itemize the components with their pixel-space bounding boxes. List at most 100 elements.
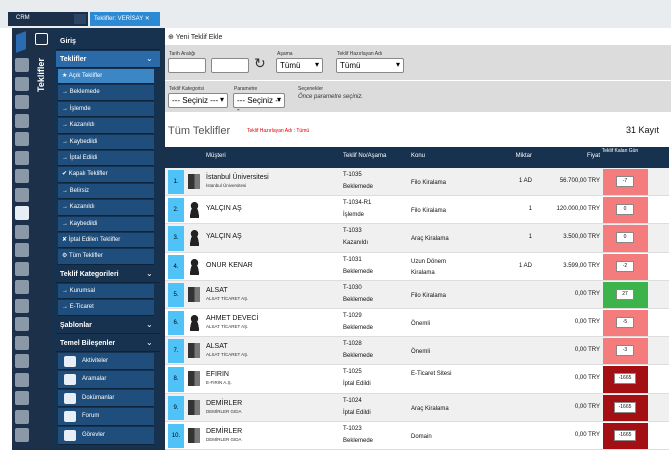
row-number: 10. bbox=[168, 423, 184, 448]
nav-icon[interactable] bbox=[15, 280, 29, 294]
menu-item[interactable]: Giriş bbox=[56, 33, 160, 50]
menu-item[interactable]: Teklif Kategorileri bbox=[56, 265, 160, 283]
table-row bbox=[165, 280, 669, 309]
menu-label: ✘ İptal Edilen Teklifler bbox=[62, 237, 121, 243]
row-number: 5. bbox=[168, 282, 184, 307]
menu-item[interactable]: ★ Açık Teklifler bbox=[58, 69, 154, 85]
menu-item[interactable]: Teklifler bbox=[56, 51, 160, 68]
offer-stage: Beklemede bbox=[343, 325, 374, 331]
nav-icon[interactable] bbox=[15, 95, 29, 109]
nav-icon[interactable] bbox=[15, 354, 29, 368]
menu-item[interactable]: → Kaybedildi bbox=[58, 216, 154, 232]
subject: Önemli bbox=[411, 349, 431, 356]
days-badge: -3 bbox=[616, 345, 634, 357]
offer-code: T-1028 bbox=[343, 341, 362, 348]
select[interactable]: --- Seçiniz --- bbox=[233, 93, 285, 114]
menu-item[interactable]: Aramalar bbox=[58, 371, 154, 389]
menu-item[interactable]: ⚙ Tüm Teklifler bbox=[58, 249, 154, 265]
label: Tarih Aralığı bbox=[169, 51, 196, 57]
tab-label: Teklifler: VERİSAY bbox=[94, 16, 144, 22]
menu-item[interactable]: Aktiviteler bbox=[58, 352, 154, 371]
row-number: 9. bbox=[168, 395, 184, 420]
select[interactable]: Tümü bbox=[276, 58, 323, 73]
customer-name: ONUR KENAR bbox=[206, 261, 253, 269]
nav-icon[interactable] bbox=[15, 391, 29, 405]
logo bbox=[16, 31, 26, 53]
person-icon bbox=[188, 201, 201, 219]
chevron: ⌄ bbox=[146, 268, 153, 278]
menu-item[interactable]: ✘ İptal Edilen Teklifler bbox=[58, 233, 154, 249]
add-label: Yeni Teklif Ekle bbox=[175, 34, 223, 41]
menu-label: → Kaybedildi bbox=[62, 220, 98, 227]
column-header: Teklif No/Aşama bbox=[343, 153, 387, 159]
nav-icon[interactable] bbox=[15, 335, 29, 350]
nav-icon[interactable] bbox=[15, 58, 29, 72]
date-input[interactable] bbox=[168, 58, 206, 73]
quantity: 1 AD bbox=[518, 178, 532, 184]
quantity: 1 AD bbox=[518, 262, 532, 269]
price: 3.599,00 TRY bbox=[563, 262, 600, 269]
menu-item[interactable]: Şablonlar bbox=[56, 316, 160, 334]
nav-icon[interactable] bbox=[15, 428, 29, 442]
list-title: Tüm Teklifler bbox=[168, 125, 231, 137]
menu-item[interactable]: → İptal Edildi bbox=[58, 151, 154, 167]
tab[interactable]: Teklifler: VERİSAY ✕ bbox=[90, 12, 160, 26]
offer-stage: İşlemde bbox=[343, 212, 365, 219]
nav-icon[interactable] bbox=[15, 243, 29, 257]
refresh-icon[interactable]: ↻ bbox=[254, 55, 266, 71]
date-input[interactable] bbox=[211, 58, 249, 73]
nav-icon[interactable] bbox=[15, 317, 29, 331]
grid-icon[interactable] bbox=[74, 14, 86, 24]
nav-icon[interactable] bbox=[15, 76, 29, 91]
menu-item[interactable]: → Belirsiz bbox=[58, 183, 154, 200]
label: Teklif Hazırlayan Adı bbox=[337, 51, 383, 57]
nav-icon[interactable] bbox=[15, 150, 29, 165]
menu-item[interactable]: → Kurumsal bbox=[58, 283, 154, 300]
nav-icon[interactable] bbox=[15, 372, 29, 387]
menu-item[interactable]: → Kazanıldı bbox=[58, 200, 154, 216]
customer-name: YALÇIN AŞ bbox=[206, 233, 242, 241]
menu-label: → İptal Edildi bbox=[62, 155, 98, 161]
menu-item[interactable]: ✔ Kapalı Teklifler bbox=[58, 167, 154, 183]
nav-icon[interactable] bbox=[15, 409, 29, 424]
days-badge: -1665 bbox=[614, 401, 636, 413]
days-badge: -2 bbox=[616, 260, 634, 272]
table-row bbox=[165, 421, 669, 450]
nav-icon[interactable] bbox=[15, 206, 29, 220]
row-number: 8. bbox=[168, 367, 184, 392]
menu-item[interactable]: → E-Ticaret bbox=[58, 300, 154, 316]
add-button[interactable]: ⊕ Yeni Teklif Ekle bbox=[168, 34, 223, 41]
menu-item[interactable]: Temel Bileşenler bbox=[56, 334, 160, 352]
row-number: 3. bbox=[168, 226, 184, 251]
nav-icon[interactable] bbox=[15, 169, 29, 183]
subject: Filo Kiralama bbox=[411, 208, 447, 215]
menu-item[interactable]: Görevler bbox=[58, 427, 154, 445]
select[interactable]: --- Seçiniz --- bbox=[168, 93, 228, 108]
menu-item[interactable]: Dokümanlar bbox=[58, 389, 154, 408]
nav-icon[interactable] bbox=[15, 224, 29, 239]
person-icon bbox=[188, 257, 201, 275]
table-row bbox=[165, 168, 669, 197]
select[interactable]: Tümü bbox=[336, 58, 404, 73]
org-icon bbox=[188, 286, 200, 302]
offer-code: T-1034-R1 bbox=[343, 200, 372, 207]
subject: Domain bbox=[411, 433, 432, 440]
nav-icon[interactable] bbox=[15, 132, 29, 146]
menu-item[interactable]: → Beklemede bbox=[58, 85, 154, 101]
offer-code: T-1030 bbox=[343, 284, 362, 291]
tab[interactable]: CRM bbox=[8, 12, 88, 26]
subject: Filo Kiralama bbox=[411, 180, 447, 186]
price: 56.700,00 TRY bbox=[559, 178, 600, 184]
price: 0,00 TRY bbox=[574, 319, 600, 325]
menu-item[interactable]: → Kazanıldı bbox=[58, 118, 154, 134]
nav-icon[interactable] bbox=[15, 261, 29, 276]
nav-icon[interactable] bbox=[15, 113, 29, 128]
offer-stage: Beklemede bbox=[343, 296, 374, 303]
nav-icon[interactable] bbox=[15, 298, 29, 313]
menu-item[interactable]: → Kaybedildi bbox=[58, 134, 154, 150]
icon-bar bbox=[12, 28, 32, 450]
menu-item[interactable]: → İşlemde bbox=[58, 101, 154, 118]
menu-item[interactable]: Forum bbox=[58, 408, 154, 426]
price: 0,00 TRY bbox=[574, 375, 600, 382]
nav-icon[interactable] bbox=[15, 187, 29, 202]
